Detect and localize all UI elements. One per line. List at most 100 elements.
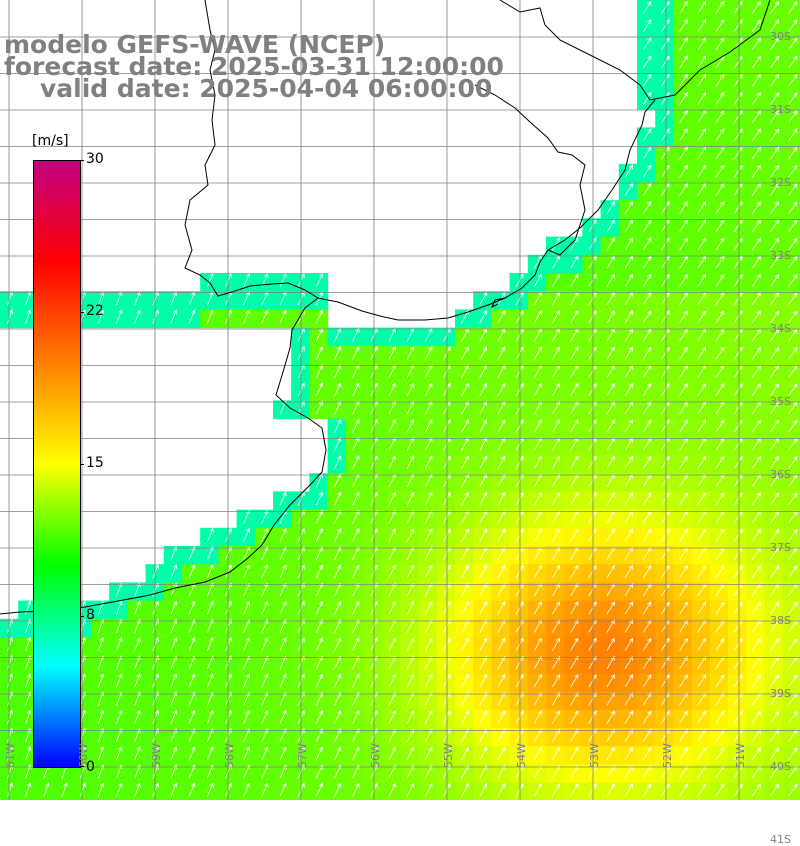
wind-speed-cell	[345, 491, 365, 511]
forecast-date-label: forecast date: 2025-03-31 12:00:00	[4, 52, 504, 81]
wind-arrow	[733, 55, 743, 69]
wind-speed-cell	[709, 691, 729, 711]
wind-arrow	[642, 146, 652, 160]
wind-arrow	[406, 564, 415, 579]
wind-arrow	[751, 37, 761, 51]
wind-speed-cell	[546, 382, 565, 401]
wind-speed-cell	[527, 564, 547, 583]
wind-arrow	[697, 37, 707, 51]
wind-arrow	[261, 309, 269, 324]
wind-speed-cell	[728, 273, 747, 292]
wind-arrow	[479, 783, 488, 797]
wind-arrow	[497, 564, 506, 579]
wind-arrow	[570, 783, 579, 797]
wind-arrow	[733, 19, 743, 32]
wind-speed-cell	[382, 709, 401, 729]
wind-speed-cell	[345, 709, 365, 729]
wind-speed-cell	[364, 582, 383, 602]
wind-arrow	[7, 745, 14, 761]
colorbar-tick-mark	[80, 616, 84, 617]
wind-speed-cell	[764, 345, 784, 365]
wind-arrow	[715, 237, 725, 251]
wind-arrow	[642, 510, 652, 524]
wind-arrow	[424, 564, 433, 579]
wind-arrow	[642, 0, 652, 14]
wind-speed-cell	[491, 655, 511, 674]
wind-speed-cell	[364, 327, 383, 347]
wind-arrow	[606, 382, 615, 397]
wind-arrow	[533, 546, 542, 560]
wind-speed-cell	[709, 291, 729, 310]
wind-speed-cell	[455, 673, 474, 693]
wind-speed-cell	[691, 436, 711, 456]
wind-speed-cell	[327, 655, 347, 674]
wind-speed-cell	[418, 691, 438, 711]
wind-speed-cell	[746, 327, 765, 347]
wind-arrow	[770, 19, 780, 32]
wind-speed-cell	[564, 436, 583, 456]
wind-speed-cell	[691, 709, 711, 729]
wind-arrow	[679, 55, 688, 69]
wind-speed-cell	[728, 546, 747, 565]
wind-speed-cell	[400, 746, 420, 765]
wind-arrow	[461, 346, 469, 360]
wind-speed-cell	[527, 473, 547, 492]
wind-arrow	[679, 37, 688, 51]
wind-arrow	[243, 600, 251, 615]
wind-arrow	[25, 291, 32, 306]
wind-arrow	[770, 619, 780, 633]
wind-speed-cell	[509, 473, 529, 492]
wind-speed-cell	[618, 764, 638, 784]
wind-arrow	[679, 219, 688, 233]
wind-arrow	[388, 546, 396, 561]
latitude-label: 37S	[770, 541, 791, 554]
wind-arrow	[388, 600, 396, 615]
wind-arrow	[788, 692, 798, 706]
wind-speed-cell	[655, 364, 674, 383]
wind-speed-cell	[618, 746, 638, 765]
wind-arrow	[770, 710, 780, 724]
wind-arrow	[588, 346, 597, 360]
wind-speed-cell	[491, 455, 511, 474]
wind-speed-cell	[728, 637, 747, 656]
wind-speed-cell	[709, 145, 729, 165]
wind-arrow	[788, 456, 798, 469]
wind-speed-cell	[655, 218, 674, 238]
wind-arrow	[606, 528, 615, 542]
wind-arrow	[661, 346, 670, 360]
wind-arrow	[788, 601, 798, 615]
wind-arrow	[424, 382, 433, 397]
wind-speed-cell	[655, 637, 674, 656]
wind-speed-cell	[418, 728, 438, 747]
wind-arrow	[770, 110, 780, 123]
wind-arrow	[570, 528, 579, 542]
wind-arrow	[661, 783, 670, 797]
wind-speed-cell	[327, 709, 347, 729]
wind-speed-cell	[418, 491, 438, 511]
wind-speed-cell	[764, 145, 784, 165]
wind-arrow	[315, 564, 323, 579]
wind-arrow	[570, 382, 579, 397]
wind-arrow	[661, 601, 670, 615]
wind-speed-cell	[618, 345, 638, 365]
wind-speed-cell	[400, 673, 420, 693]
wind-speed-cell	[327, 418, 347, 438]
wind-speed-cell	[746, 546, 765, 565]
wind-speed-cell	[637, 618, 656, 638]
wind-arrow	[697, 492, 707, 506]
wind-arrow	[715, 455, 725, 469]
wind-speed-cell	[637, 637, 656, 656]
wind-speed-cell	[709, 327, 729, 347]
wind-speed-cell	[382, 491, 401, 511]
wind-arrow	[188, 709, 196, 725]
wind-speed-cell	[746, 163, 765, 183]
wind-speed-cell	[364, 509, 383, 529]
wind-arrow	[206, 600, 214, 615]
wind-arrow	[642, 583, 652, 597]
wind-arrow	[770, 729, 780, 742]
wind-arrow	[279, 782, 287, 797]
wind-speed-cell	[382, 600, 401, 620]
wind-arrow	[352, 600, 360, 615]
wind-arrow	[788, 73, 798, 87]
wind-arrow	[770, 37, 780, 51]
